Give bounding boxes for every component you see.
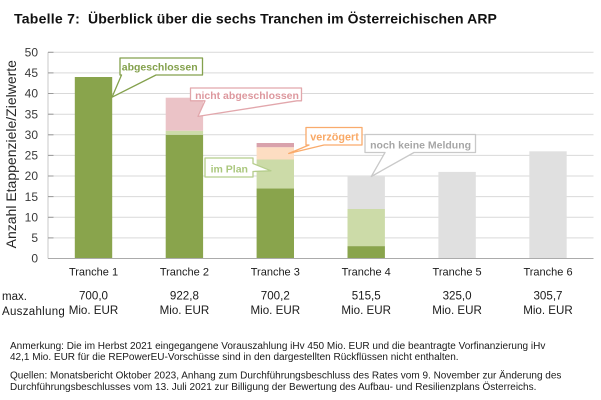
svg-text:verzögert: verzögert	[310, 132, 359, 144]
svg-text:50: 50	[25, 46, 39, 60]
svg-text:Mio. EUR: Mio. EUR	[160, 304, 210, 317]
svg-text:25: 25	[25, 149, 39, 163]
svg-text:Mio. EUR: Mio. EUR	[523, 304, 573, 317]
svg-text:Tranche 6: Tranche 6	[523, 267, 572, 279]
svg-text:30: 30	[25, 128, 39, 142]
svg-text:700,2: 700,2	[261, 290, 290, 303]
svg-text:15: 15	[25, 190, 39, 204]
svg-text:922,8: 922,8	[170, 290, 199, 303]
svg-text:325,0: 325,0	[443, 290, 472, 303]
svg-text:Tranche 4: Tranche 4	[342, 267, 391, 279]
svg-text:515,5: 515,5	[352, 290, 381, 303]
svg-text:700,0: 700,0	[79, 290, 108, 303]
svg-text:Anmerkung: Die im Herbst 2021: Anmerkung: Die im Herbst 2021 eingegange…	[10, 341, 545, 352]
svg-text:Tranche 3: Tranche 3	[251, 267, 300, 279]
svg-text:Überblick über die sechs Tranc: Überblick über die sechs Tranchen im Öst…	[88, 10, 497, 26]
svg-text:Mio. EUR: Mio. EUR	[250, 304, 300, 317]
svg-text:0: 0	[31, 252, 38, 266]
svg-text:Tranche 5: Tranche 5	[433, 267, 482, 279]
svg-text:Tranche 2: Tranche 2	[160, 267, 209, 279]
svg-text:im Plan: im Plan	[211, 163, 248, 175]
svg-text:Tranche 1: Tranche 1	[69, 267, 118, 279]
svg-text:20: 20	[25, 169, 39, 183]
svg-text:Auszahlung: Auszahlung	[2, 306, 65, 318]
svg-text:35: 35	[25, 107, 39, 121]
svg-text:45: 45	[25, 66, 39, 80]
svg-text:nicht abgeschlossen: nicht abgeschlossen	[195, 90, 299, 102]
svg-text:abgeschlossen: abgeschlossen	[122, 62, 198, 74]
svg-text:10: 10	[25, 211, 39, 225]
svg-text:Anzahl Etappenziele/Zielwerte: Anzahl Etappenziele/Zielwerte	[3, 60, 19, 249]
svg-text:305,7: 305,7	[533, 290, 562, 303]
svg-text:Mio. EUR: Mio. EUR	[341, 304, 391, 317]
svg-text:noch keine Meldung: noch keine Meldung	[370, 140, 471, 152]
svg-text:Tabelle 7:: Tabelle 7:	[14, 10, 80, 26]
svg-text:42,1 Mio. EUR für die REPowerE: 42,1 Mio. EUR für die REPowerEU-Vorschüs…	[10, 352, 459, 363]
svg-text:Quellen: Monatsbericht Oktober: Quellen: Monatsbericht Oktober 2023, Anh…	[10, 370, 561, 382]
svg-text:max.: max.	[2, 291, 27, 303]
svg-text:Durchführungsbeschlusses vom 1: Durchführungsbeschlusses vom 13. Juli 20…	[10, 381, 536, 393]
svg-text:Mio. EUR: Mio. EUR	[432, 304, 482, 317]
svg-text:40: 40	[25, 87, 39, 101]
svg-text:5: 5	[31, 231, 38, 245]
svg-text:Mio. EUR: Mio. EUR	[69, 304, 119, 317]
